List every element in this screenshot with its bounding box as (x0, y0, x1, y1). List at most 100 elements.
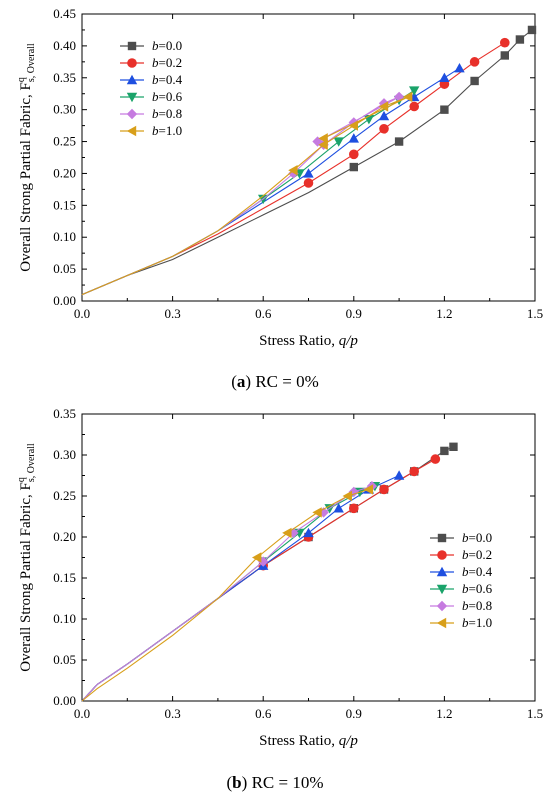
y-tick-label: 0.05 (53, 261, 76, 276)
legend-marker (437, 550, 447, 560)
caption-a-text: RC = 0% (255, 372, 319, 391)
legend-label: b=0.8 (152, 106, 182, 121)
x-tick-label: 0.3 (164, 706, 180, 721)
data-point (251, 552, 262, 563)
legend-label: b=0.0 (462, 530, 492, 545)
y-tick-label: 0.00 (53, 293, 76, 308)
y-tick-label: 0.30 (53, 447, 76, 462)
data-point (363, 484, 374, 495)
data-point (303, 527, 314, 538)
legend-marker (436, 617, 447, 629)
x-tick-label: 0.0 (74, 706, 90, 721)
data-point (430, 454, 441, 464)
x-tick-label: 1.5 (527, 306, 543, 321)
data-point (394, 137, 404, 146)
legend-marker (436, 584, 448, 595)
chart-panel-a: 0.0 0.3 0.6 0.9 1.2 1.5 0.00 0.05 0.10 0.15 0.20 0.… (16, 6, 543, 349)
legend-marker (126, 125, 137, 137)
x-tick-label: 0.6 (255, 306, 272, 321)
data-point (379, 484, 389, 495)
data-point (333, 137, 344, 147)
x-tick-label: 1.2 (436, 306, 452, 321)
data-point (440, 446, 449, 456)
x-axis-label: Stress Ratio, q/p (259, 333, 358, 349)
y-tick-label: 0.10 (53, 229, 76, 244)
series-5 (81, 484, 374, 702)
legend-marker (436, 600, 448, 612)
data-point (378, 110, 390, 121)
series-line (81, 90, 415, 296)
series-line (81, 458, 436, 702)
data-point (402, 91, 413, 103)
series-0 (81, 442, 458, 702)
legend-label: b=0.2 (462, 547, 492, 562)
series-4 (81, 480, 378, 702)
legend-label: b=1.0 (462, 615, 492, 630)
caption-a-label: a (236, 372, 246, 391)
legend-label: b=0.8 (462, 598, 492, 613)
y-tick-label: 0.05 (53, 652, 76, 667)
data-point (409, 101, 420, 112)
legend-label: b=0.0 (152, 38, 182, 53)
data-point (303, 178, 314, 188)
x-tick-label: 0.0 (74, 306, 90, 321)
data-point (378, 98, 390, 109)
legend: b=0.0 b=0.2 b=0.4 b=0.6 b=0.8 b=1.0 (120, 38, 183, 138)
data-point (342, 490, 352, 502)
legend-marker (127, 58, 137, 68)
x-tick-label: 0.6 (255, 706, 272, 721)
series-line (81, 488, 370, 702)
y-tick-label: 0.20 (53, 165, 76, 180)
caption-b-text: RC = 10% (251, 773, 324, 792)
y-tick-label: 0.10 (53, 611, 76, 626)
data-point (333, 503, 344, 513)
data-point (282, 527, 292, 539)
data-point (393, 470, 405, 480)
legend-label: b=1.0 (152, 123, 182, 138)
data-point (409, 86, 420, 96)
data-point (378, 101, 389, 112)
data-point (527, 25, 537, 35)
caption-b: (b) RC = 10% (226, 773, 324, 792)
caption-a: (a) RC = 0% (231, 372, 319, 391)
y-tick-label: 0.35 (53, 70, 76, 85)
legend-label: b=0.6 (462, 581, 493, 596)
x-tick-label: 1.2 (436, 706, 452, 721)
y-tick-label: 0.00 (53, 693, 76, 708)
data-point (348, 120, 358, 131)
chart-panel-b: 0.0 0.3 0.6 0.9 1.2 1.5 0.00 0.05 0.10 0.15 0.20 0.… (16, 406, 543, 749)
series-1 (81, 454, 441, 702)
series-5 (81, 91, 413, 296)
legend-label: b=0.4 (462, 564, 493, 579)
y-tick-label: 0.45 (53, 6, 76, 21)
data-point (500, 51, 509, 60)
data-point (303, 168, 314, 178)
x-tick-label: 0.9 (346, 306, 362, 321)
y-tick-label: 0.40 (53, 38, 76, 53)
legend-marker (437, 533, 447, 543)
legend-label: b=0.2 (152, 55, 182, 70)
data-point (318, 133, 328, 144)
data-point (454, 63, 465, 73)
legend-marker (127, 41, 137, 51)
series-line (81, 67, 460, 296)
data-point (288, 165, 298, 176)
legend-label: b=0.6 (152, 89, 183, 104)
y-tick-label: 0.25 (53, 488, 76, 503)
x-tick-label: 0.9 (346, 706, 362, 721)
y-tick-label: 0.20 (53, 529, 76, 544)
y-tick-label: 0.25 (53, 134, 76, 149)
legend-label: b=0.4 (152, 72, 183, 87)
legend-marker (126, 108, 138, 120)
y-tick-label: 0.15 (53, 570, 76, 585)
data-point (470, 76, 479, 86)
y-axis-label: Overall Strong Partial Fabric, Fqs, Over… (16, 43, 37, 272)
legend-marker (126, 92, 138, 103)
data-point (440, 105, 449, 114)
data-point (348, 133, 359, 143)
data-point (449, 442, 458, 451)
caption-b-label: b (232, 773, 242, 792)
x-axis-label: Stress Ratio, q/p (259, 733, 358, 749)
x-tick-label: 1.5 (527, 706, 543, 721)
